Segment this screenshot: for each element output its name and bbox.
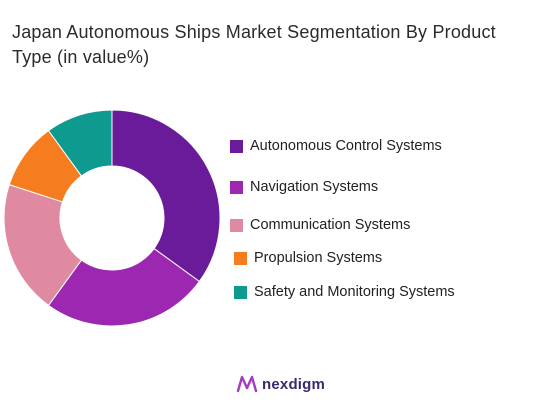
legend-label: Navigation Systems: [250, 179, 379, 195]
brand-name: nexdigm: [262, 375, 326, 393]
legend-item: Navigation Systems: [230, 179, 378, 195]
legend-swatch: [230, 218, 243, 232]
nexdigm-logo-icon: [236, 375, 258, 393]
brand-logo: nexdigm: [236, 374, 325, 394]
chart-title: Japan Autonomous Ships Market Segmentati…: [12, 22, 496, 67]
legend-item: Autonomous Control Systems: [230, 138, 442, 154]
donut-slice-communication-systems: [3, 183, 83, 307]
legend-label: Autonomous Control Systems: [250, 138, 442, 154]
legend-swatch: [234, 251, 247, 265]
legend-label: Communication Systems: [250, 217, 411, 233]
legend-swatch: [230, 180, 243, 194]
donut-slice-safety-and-monitoring-systems: [47, 109, 113, 177]
donut-slice-autonomous-control-systems: [111, 109, 221, 283]
legend-item: Communication Systems: [230, 217, 410, 233]
legend-label: Safety and Monitoring Systems: [254, 284, 455, 300]
legend-swatch: [230, 139, 243, 153]
donut-slice-navigation-systems: [47, 247, 201, 327]
legend-item: Safety and Monitoring Systems: [234, 284, 455, 300]
legend-label: Propulsion Systems: [254, 250, 383, 266]
legend-swatch: [234, 285, 247, 299]
legend-item: Propulsion Systems: [234, 250, 382, 266]
donut-chart: [3, 109, 221, 327]
